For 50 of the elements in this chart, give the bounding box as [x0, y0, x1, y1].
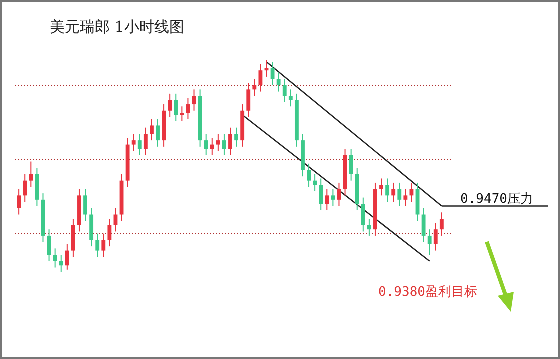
candlestick [331, 188, 336, 207]
candlestick [174, 93, 178, 122]
chart-title: 美元瑞郎 1小时线图 [50, 18, 184, 36]
candlestick [84, 188, 88, 222]
candlestick [288, 89, 293, 108]
candlestick [144, 127, 148, 156]
candlestick [282, 78, 287, 103]
candlestick [234, 127, 239, 148]
candlestick [349, 148, 354, 182]
candlestick [156, 118, 160, 148]
candlestick [96, 233, 100, 258]
text: 0.9380盈利目标 [378, 285, 478, 300]
candlestick [23, 174, 28, 203]
candlestick [168, 93, 172, 118]
candlestick [108, 218, 112, 248]
candlestick [228, 127, 232, 156]
candlestick [392, 182, 396, 203]
candlestick [138, 134, 142, 156]
candlestick [204, 134, 208, 156]
candlestick [17, 188, 22, 216]
candlestick [150, 118, 154, 142]
candlestick [434, 222, 438, 252]
candlestick [222, 134, 226, 156]
candlestick [404, 188, 408, 207]
candlestick [276, 72, 281, 92]
candlestick [313, 174, 318, 192]
candlestick [380, 178, 384, 196]
candlestick [258, 64, 263, 92]
candlestick [422, 208, 426, 243]
candlestick [440, 212, 444, 236]
candlestick [428, 229, 432, 256]
candlestick [216, 134, 220, 152]
candlestick [53, 248, 58, 268]
candlestick [319, 178, 324, 212]
candlestick [307, 163, 311, 188]
candlestick [59, 254, 64, 272]
candlestick [246, 82, 251, 118]
candlestick [325, 188, 330, 212]
candlestick [386, 178, 390, 203]
candlestick [65, 244, 70, 270]
candlestick [102, 233, 106, 258]
candlestick [132, 134, 136, 152]
candlestick [361, 197, 366, 232]
candlestick [367, 218, 372, 236]
candlestick [180, 106, 184, 122]
candlestick [398, 182, 402, 207]
text: 0.9470压力 [460, 192, 534, 207]
candlestick [252, 78, 257, 97]
candlestick [210, 138, 214, 156]
candlestick [29, 161, 34, 188]
